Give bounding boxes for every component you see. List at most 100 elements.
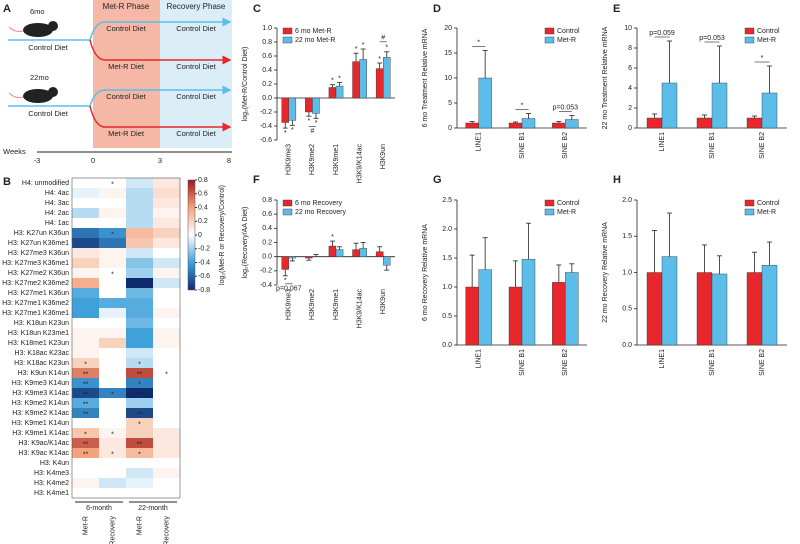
bar — [359, 59, 367, 99]
significance-star: * — [165, 371, 168, 378]
significance-star: ** — [137, 441, 143, 448]
diet-label: Control Diet — [176, 92, 217, 101]
heatmap-cell — [99, 298, 127, 309]
metr-phase-band — [93, 0, 160, 148]
significance-label: p=0.053 — [699, 35, 725, 42]
heatmap-cell — [126, 478, 154, 489]
significance-label: * — [761, 55, 764, 62]
heatmap-cell — [99, 228, 127, 239]
heatmap-cell — [153, 288, 181, 299]
significance-label: # — [381, 35, 385, 42]
heatmap-cell — [99, 488, 127, 499]
x-tick-label: SINE B1 — [709, 132, 716, 159]
heatmap-cell — [153, 478, 181, 489]
y-tick-label: 0.0 — [262, 95, 272, 102]
diet-label: Control Diet — [176, 129, 217, 138]
heatmap-cell — [72, 398, 100, 409]
heatmap-cell — [99, 378, 127, 389]
bar — [465, 122, 479, 129]
legend-swatch — [282, 27, 293, 35]
significance-star: * — [111, 451, 114, 458]
y-tick-label: -0.4 — [260, 123, 272, 130]
row-label: H4: 4ac — [45, 190, 70, 197]
heatmap-cell — [153, 278, 181, 289]
bar — [281, 256, 290, 270]
y-tick-label: 4 — [628, 85, 632, 92]
heatmap-cell — [72, 198, 100, 209]
row-label: H3: K9me1 K14ac — [12, 430, 69, 437]
heatmap-cell — [72, 238, 100, 249]
x-tick-label: H3K9me3 — [286, 144, 293, 175]
heatmap-cell — [153, 378, 181, 389]
y-tick-label: 0.0 — [442, 342, 452, 349]
y-tick-label: 0.5 — [622, 306, 632, 313]
heatmap-cell — [126, 308, 154, 319]
x-tick-label: LINE1 — [476, 349, 483, 369]
heatmap-cell — [153, 218, 181, 229]
heatmap-cell — [99, 398, 127, 409]
y-tick-label: 0.8 — [262, 39, 272, 46]
bar — [508, 122, 523, 129]
significance-label: p=0.067 — [276, 286, 302, 293]
significance-star: * — [84, 431, 87, 438]
heatmap-cell — [153, 248, 181, 259]
y-tick-label: 1.5 — [622, 233, 632, 240]
y-tick-label: 1.0 — [622, 269, 632, 276]
panel-label: F — [253, 174, 260, 186]
heatmap-cell — [72, 218, 100, 229]
heatmap-cell — [72, 428, 100, 439]
significance-star: * — [111, 431, 114, 438]
significance-star: * — [284, 130, 287, 137]
heatmap-cell — [126, 438, 154, 449]
significance-star: ** — [83, 451, 89, 458]
significance-star: ** — [137, 391, 143, 398]
heatmap-cell — [72, 348, 100, 359]
diet-label: Control Diet — [28, 109, 69, 118]
row-label: H3: K27un K36un — [14, 230, 69, 237]
heatmap-cell — [99, 368, 127, 379]
row-label: H4: 3ac — [45, 200, 70, 207]
legend-swatch — [744, 36, 755, 44]
legend-label: 6 mo Recovery — [295, 200, 343, 207]
legend-label: 6 mo Met-R — [295, 28, 332, 35]
bar — [508, 286, 523, 346]
colorbar-tick-label: -0.8 — [198, 287, 210, 294]
bar — [696, 117, 713, 129]
x-tick-label: SINE B1 — [519, 132, 526, 159]
legend-swatch — [282, 208, 293, 216]
colorbar-tick-label: 0.6 — [198, 191, 208, 198]
x-tick-label: H3K9me2 — [309, 144, 316, 175]
significance-label: # — [310, 128, 314, 135]
heatmap-cell — [99, 218, 127, 229]
heatmap-cell — [153, 338, 181, 349]
diet-label: Control Diet — [176, 24, 217, 33]
heatmap-cell — [72, 228, 100, 239]
heatmap-cell — [126, 338, 154, 349]
panel-label: D — [433, 3, 441, 15]
arrow — [89, 39, 160, 61]
heatmap-cell — [153, 468, 181, 479]
significance-star: * — [338, 75, 341, 82]
heatmap-cell — [72, 488, 100, 499]
y-tick-label: 2.5 — [442, 197, 452, 204]
bar — [696, 272, 713, 346]
significance-star: * — [362, 42, 365, 49]
colorbar-tick-label: -0.2 — [198, 246, 210, 253]
row-label: H3: K9me2 K14un — [12, 400, 69, 407]
heatmap-cell — [153, 188, 181, 199]
y-tick-label: 0.5 — [442, 313, 452, 320]
group-label: 22mo — [30, 73, 49, 82]
heatmap-cell — [99, 438, 127, 449]
heatmap-cell — [153, 448, 181, 459]
significance-star: * — [84, 361, 87, 368]
significance-star: * — [284, 278, 287, 285]
diet-label: Met-R Diet — [108, 129, 145, 138]
heatmap-cell — [153, 198, 181, 209]
legend-swatch — [544, 27, 555, 35]
axis-label: Weeks — [3, 147, 26, 156]
bar — [375, 68, 384, 99]
row-label: H3: K9me2 K14ac — [12, 410, 69, 417]
bar — [761, 265, 778, 346]
y-axis-label: 22 mo Treatment Relative mRNA — [602, 26, 609, 129]
heatmap-cell — [72, 478, 100, 489]
